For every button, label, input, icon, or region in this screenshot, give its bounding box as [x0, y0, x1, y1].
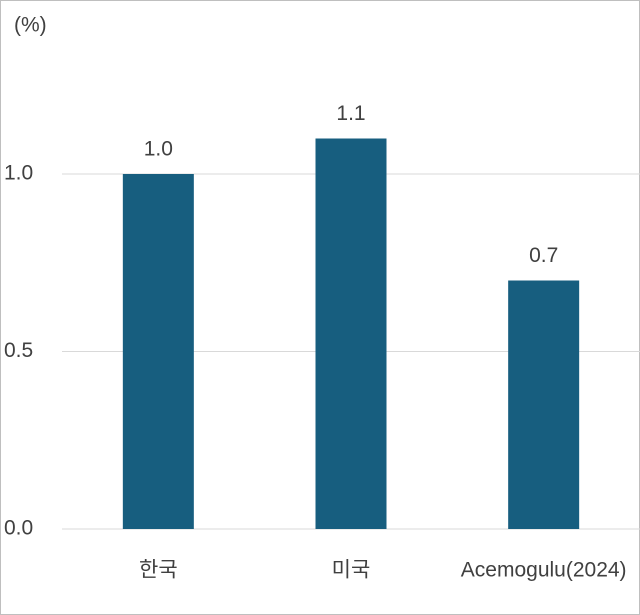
data-label: 0.7: [529, 244, 558, 267]
data-label: 1.0: [144, 138, 173, 161]
x-tick-label: 한국: [139, 559, 178, 582]
y-tick-label: 0.0: [4, 517, 33, 540]
x-tick-label: Acemogulu(2024): [461, 559, 627, 582]
data-label: 1.1: [336, 102, 365, 125]
bar: [315, 138, 387, 529]
y-axis-label: (%): [14, 14, 47, 37]
y-tick-label: 1.0: [4, 162, 33, 185]
bar: [508, 280, 580, 529]
bar: [122, 174, 194, 529]
y-tick-label: 0.5: [4, 339, 33, 362]
x-tick-label: 미국: [332, 559, 371, 582]
